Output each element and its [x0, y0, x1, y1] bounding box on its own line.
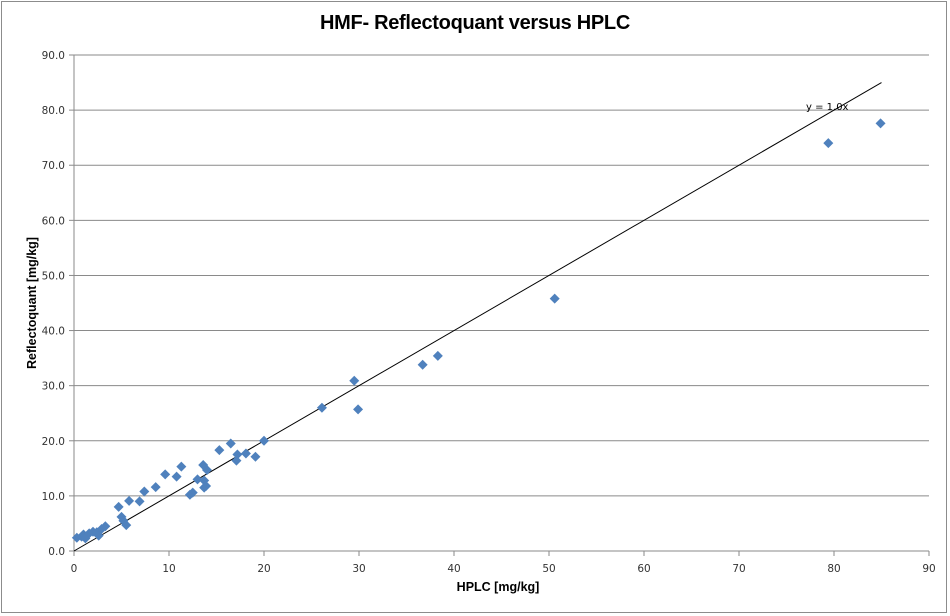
- data-point-marker: [823, 138, 834, 149]
- x-tick-label: 70: [732, 563, 745, 575]
- trendline-equation: y = 1.0x: [806, 102, 849, 113]
- data-point-marker: [160, 469, 171, 480]
- data-point-marker: [139, 486, 150, 497]
- y-tick-label: 40.0: [42, 326, 65, 338]
- data-point-marker: [113, 501, 124, 512]
- data-point-marker: [100, 521, 111, 532]
- x-tick-label: 10: [162, 563, 175, 575]
- y-tick-label: 50.0: [42, 270, 65, 282]
- data-point-marker: [240, 448, 251, 459]
- data-point-marker: [549, 293, 560, 304]
- data-point-marker: [214, 445, 225, 456]
- x-axis-label: HPLC [mg/kg]: [456, 580, 540, 594]
- x-axis-ticks: 0 10 20 30 40 50 60 70 80 90: [71, 551, 936, 575]
- data-point-marker: [171, 471, 182, 482]
- data-point-marker: [202, 464, 212, 475]
- data-point-marker: [353, 404, 364, 415]
- data-point-marker: [176, 461, 187, 472]
- data-point-marker: [187, 487, 198, 498]
- y-axis-ticks: 0.0 10.0 20.0 30.0 40.0 50.0 60.0 70.0 80.0 90.0: [42, 50, 74, 558]
- y-tick-label: 10.0: [42, 491, 65, 503]
- data-points: [71, 118, 886, 544]
- x-tick-label: 20: [257, 563, 270, 575]
- x-tick-label: 80: [827, 563, 840, 575]
- x-tick-label: 60: [637, 563, 650, 575]
- y-tick-label: 30.0: [42, 381, 65, 393]
- data-point-marker: [417, 359, 428, 370]
- data-point-marker: [150, 482, 161, 493]
- x-tick-label: 40: [447, 563, 460, 575]
- x-tick-label: 50: [542, 563, 555, 575]
- y-tick-label: 80.0: [42, 105, 65, 117]
- data-point-marker: [201, 480, 212, 491]
- data-point-marker: [232, 449, 243, 460]
- x-tick-label: 30: [352, 563, 365, 575]
- x-tick-label: 0: [71, 563, 78, 575]
- data-point-marker: [349, 375, 360, 386]
- y-tick-label: 0.0: [48, 546, 65, 558]
- data-point-marker: [316, 402, 327, 413]
- data-point-marker: [124, 495, 135, 506]
- y-tick-label: 20.0: [42, 436, 65, 448]
- y-tick-label: 90.0: [42, 50, 65, 62]
- data-point-marker: [121, 520, 132, 531]
- y-tick-label: 70.0: [42, 160, 65, 172]
- axes: [73, 55, 929, 552]
- data-point-marker: [432, 350, 443, 361]
- gridlines: [74, 54, 929, 497]
- data-point-marker: [231, 455, 242, 466]
- chart-title: HMF- Reflectoquant versus HPLC: [320, 12, 630, 34]
- data-point-marker: [192, 474, 203, 485]
- y-tick-label: 60.0: [42, 215, 65, 227]
- x-tick-label: 90: [922, 563, 935, 575]
- data-point-marker: [225, 438, 236, 449]
- data-point-marker: [134, 496, 145, 507]
- data-point-marker: [875, 118, 886, 129]
- data-point-marker: [259, 435, 269, 446]
- data-point-marker: [250, 451, 261, 462]
